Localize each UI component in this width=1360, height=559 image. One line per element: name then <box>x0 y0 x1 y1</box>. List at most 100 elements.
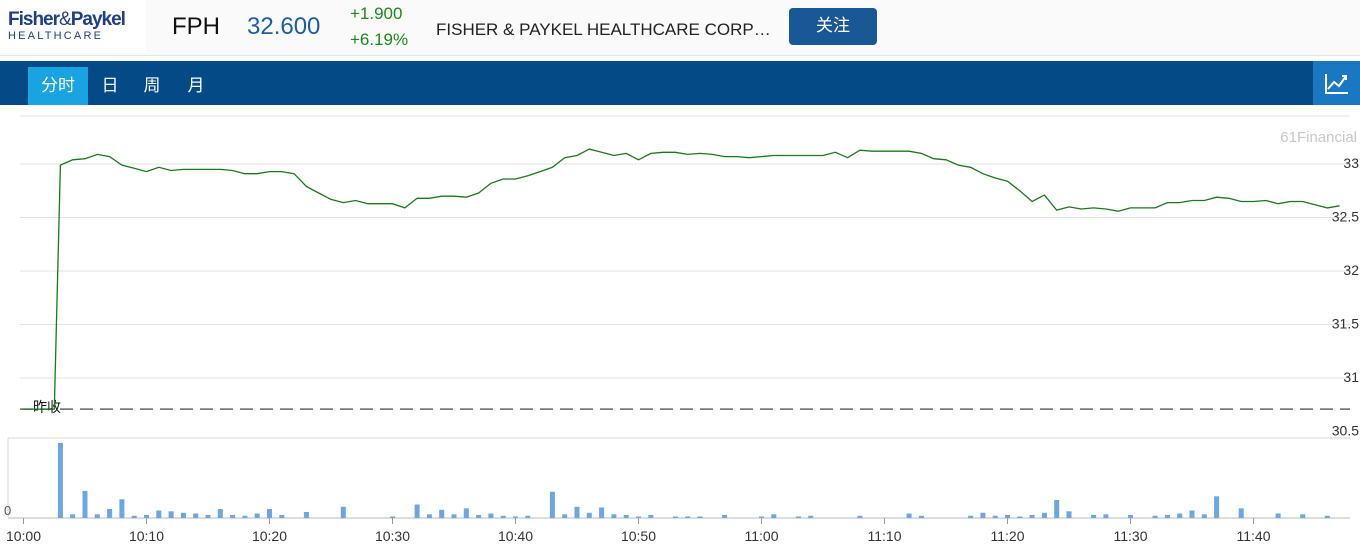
volume-bar <box>980 512 986 519</box>
volume-bar <box>70 514 76 519</box>
y-tick-label: 31 <box>1343 369 1359 385</box>
volume-bar <box>808 515 814 519</box>
volume-bar <box>94 514 100 519</box>
tab-intraday[interactable]: 分时 <box>28 67 88 105</box>
volume-bar <box>1214 496 1220 519</box>
volume-bar <box>513 516 518 518</box>
volume-bar <box>451 514 457 519</box>
volume-bar <box>586 512 592 519</box>
x-tick-label: 11:10 <box>868 528 902 544</box>
volume-bar <box>217 509 223 518</box>
x-tick-label: 10:40 <box>498 528 533 544</box>
x-tick-label: 10:50 <box>621 528 656 544</box>
volume-bar <box>611 514 617 519</box>
volume-bar <box>488 513 494 518</box>
x-tick-label: 10:10 <box>129 528 164 544</box>
volume-bar <box>599 507 605 518</box>
volume-bar <box>1041 512 1047 519</box>
volume-bar <box>857 515 863 519</box>
volume-bar <box>131 515 137 519</box>
volume-bar <box>1054 500 1060 518</box>
volume-bar <box>1017 516 1023 518</box>
volume-bar <box>992 515 998 519</box>
volume-bar <box>193 513 199 518</box>
tab-monthly[interactable]: 月 <box>187 76 205 96</box>
logo-wordmark: Fisher&Paykel <box>8 9 126 30</box>
intraday-chart: 61Financial 33 32.5 32 31.5 31 30.5 昨收 0 10:0… <box>4 115 1359 544</box>
volume-bar <box>1128 515 1133 518</box>
volume-bar <box>340 506 346 519</box>
volume-bar <box>107 509 113 518</box>
volume-bar <box>1091 515 1097 518</box>
x-tick-label: 11:20 <box>991 528 1025 544</box>
volume-bar <box>636 516 641 518</box>
y-axis-ticks: 33 32.5 32 31.5 31 30.5 <box>1332 155 1359 439</box>
volume-bar <box>254 513 260 518</box>
volume-bar <box>463 508 469 519</box>
volume-bar <box>1005 515 1010 518</box>
volume-bar <box>672 516 678 518</box>
last-price: 32.600 <box>247 13 321 40</box>
volume-bar <box>968 515 974 519</box>
volume-bar <box>1189 510 1195 518</box>
volume-bar <box>156 510 162 518</box>
volume-bar <box>1177 513 1183 518</box>
volume-bar <box>267 509 272 518</box>
volume-bar <box>168 511 174 519</box>
volume-bar <box>1029 515 1035 518</box>
logo-subtitle: HEALTHCARE <box>8 30 104 42</box>
volume-bar <box>759 516 764 518</box>
price-points <box>23 149 1340 410</box>
chart-watermark: 61Financial <box>1280 129 1357 146</box>
x-axis-ticks: 10:00 10:10 10:20 10:30 10:40 10:50 11:00 11:10… <box>6 518 1271 544</box>
volume-bar <box>1201 514 1207 519</box>
volume-bar <box>439 509 445 519</box>
volume-bar <box>205 515 211 518</box>
volume-bar <box>1164 515 1170 518</box>
line-chart-icon <box>1325 74 1348 94</box>
chart-grid <box>20 115 1350 379</box>
volume-bar <box>1152 515 1158 519</box>
tab-weekly[interactable]: 周 <box>143 76 161 96</box>
quote-header: Fisher&Paykel HEALTHCARE FPH 32.600 +1.9… <box>0 0 1360 56</box>
period-tab-bar: 分时 日 周 月 <box>0 61 1360 105</box>
volume-axis-zero: 0 <box>4 503 11 518</box>
ticker-symbol: FPH <box>172 13 220 40</box>
volume-bar <box>1324 515 1330 519</box>
company-name: FISHER & PAYKEL HEALTHCARE CORP… <box>436 20 771 39</box>
volume-bar <box>500 515 506 519</box>
volume-bar <box>685 516 691 518</box>
price-change-percent: +6.19% <box>350 30 409 49</box>
prev-close-label: 昨收 <box>33 399 61 415</box>
volume-bar <box>549 491 555 519</box>
volume-bar <box>303 512 309 518</box>
volume-bar <box>144 515 149 518</box>
volume-bar <box>279 515 285 518</box>
volume-bar <box>648 515 654 518</box>
volume-bar <box>722 515 728 518</box>
x-tick-label: 11:40 <box>1237 528 1271 544</box>
x-tick-label: 10:30 <box>375 528 410 544</box>
y-tick-label: 31.5 <box>1332 316 1359 332</box>
price-change: +1.900 <box>350 4 403 23</box>
volume-bar <box>795 516 801 518</box>
volume-bars <box>57 443 1330 519</box>
volume-bar <box>180 512 186 519</box>
company-logo: Fisher&Paykel HEALTHCARE <box>0 0 146 53</box>
volume-bar <box>623 515 629 518</box>
chart-type-toggle-button[interactable] <box>1313 61 1360 105</box>
volume-bar <box>1238 508 1244 519</box>
volume-bar <box>1275 513 1281 518</box>
x-tick-label: 10:00 <box>6 528 41 544</box>
volume-bar <box>906 513 912 518</box>
y-tick-label: 32.5 <box>1332 209 1359 225</box>
tab-daily[interactable]: 日 <box>101 76 119 96</box>
follow-button[interactable]: 关注 <box>789 8 877 45</box>
volume-bar <box>1103 514 1109 519</box>
volume-bar <box>119 499 125 519</box>
y-tick-label: 32 <box>1343 262 1359 278</box>
x-tick-label: 11:30 <box>1114 528 1148 544</box>
volume-bar <box>426 514 432 519</box>
volume-bar <box>562 514 568 519</box>
price-series-line <box>23 148 1340 410</box>
